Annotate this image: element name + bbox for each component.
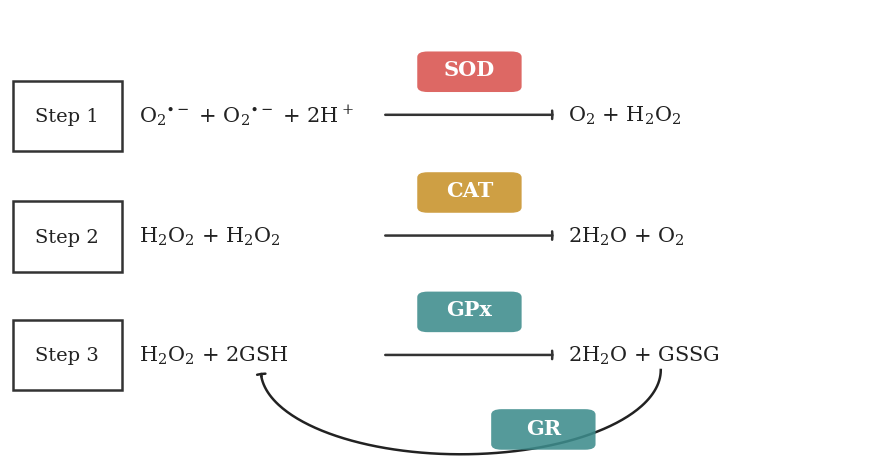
Text: $\mathregular{H_2O_2}$ + 2GSH: $\mathregular{H_2O_2}$ + 2GSH: [139, 344, 288, 366]
Text: SOD: SOD: [443, 60, 495, 80]
Text: $\mathregular{O_2}$$\mathregular{^{\bullet-}}$ + $\mathregular{O_2}$$\mathregula: $\mathregular{O_2}$$\mathregular{^{\bull…: [139, 103, 353, 128]
FancyBboxPatch shape: [417, 173, 521, 213]
Text: $\mathregular{H_2O_2}$ + $\mathregular{H_2O_2}$: $\mathregular{H_2O_2}$ + $\mathregular{H…: [139, 225, 281, 247]
Text: 2$\mathregular{H_2O}$ + $\mathregular{O_2}$: 2$\mathregular{H_2O}$ + $\mathregular{O_…: [567, 225, 683, 247]
Text: CAT: CAT: [446, 181, 493, 200]
Text: GPx: GPx: [446, 300, 492, 319]
FancyBboxPatch shape: [13, 202, 121, 272]
Text: Step 2: Step 2: [35, 228, 99, 246]
FancyBboxPatch shape: [417, 292, 521, 332]
FancyBboxPatch shape: [13, 81, 121, 152]
FancyBboxPatch shape: [13, 320, 121, 391]
Text: GR: GR: [525, 419, 560, 438]
Text: Step 1: Step 1: [35, 108, 99, 125]
FancyBboxPatch shape: [417, 52, 521, 93]
Text: $\mathregular{O_2}$ + $\mathregular{H_2O_2}$: $\mathregular{O_2}$ + $\mathregular{H_2O…: [567, 105, 681, 127]
FancyBboxPatch shape: [490, 409, 595, 450]
Text: 2$\mathregular{H_2O}$ + GSSG: 2$\mathregular{H_2O}$ + GSSG: [567, 344, 718, 366]
Text: Step 3: Step 3: [35, 346, 99, 364]
